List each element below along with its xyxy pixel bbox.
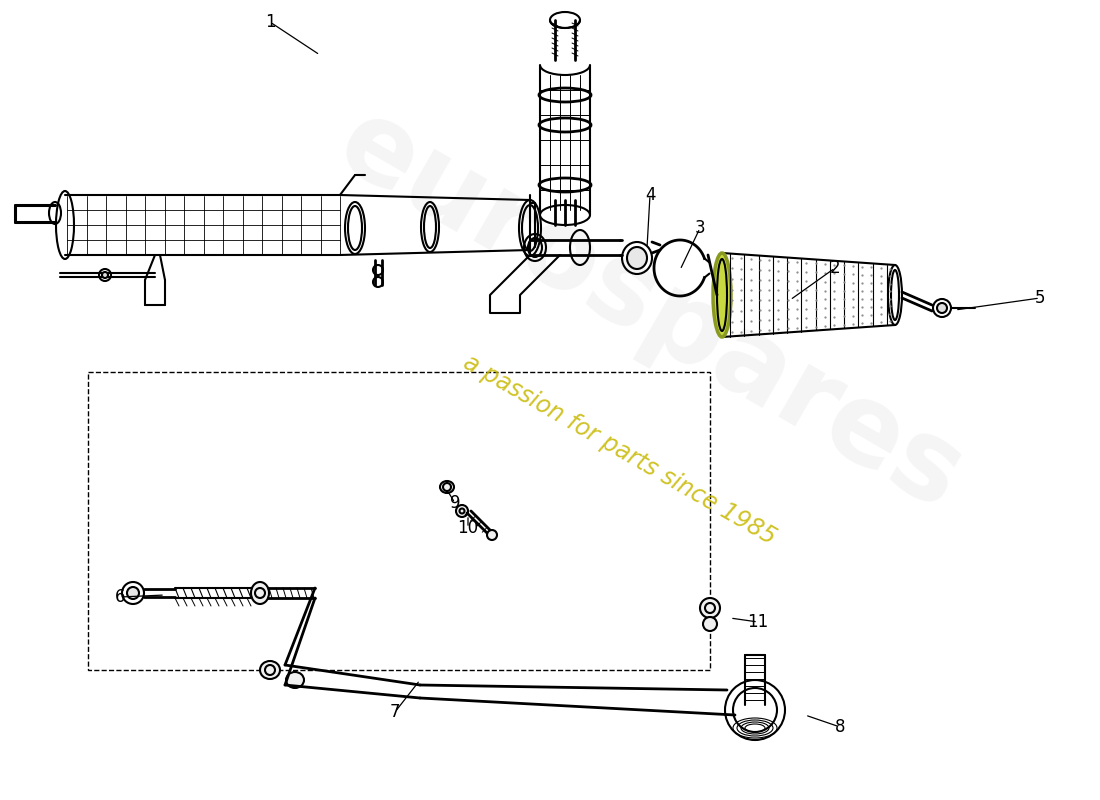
- Circle shape: [126, 587, 139, 599]
- Ellipse shape: [260, 661, 280, 679]
- Text: 5: 5: [1035, 289, 1045, 307]
- Text: 7: 7: [389, 703, 400, 721]
- Text: 4: 4: [645, 186, 656, 204]
- Ellipse shape: [251, 582, 270, 604]
- Text: 2: 2: [829, 259, 840, 277]
- Ellipse shape: [713, 253, 732, 337]
- Text: 11: 11: [747, 613, 769, 631]
- Circle shape: [703, 617, 717, 631]
- Text: eurospares: eurospares: [319, 88, 981, 532]
- Ellipse shape: [286, 672, 304, 688]
- Text: 1: 1: [265, 13, 275, 31]
- Circle shape: [456, 505, 468, 517]
- Text: a passion for parts since 1985: a passion for parts since 1985: [460, 350, 781, 550]
- Text: 9: 9: [450, 494, 460, 512]
- Ellipse shape: [627, 247, 647, 269]
- Circle shape: [487, 530, 497, 540]
- Text: 3: 3: [695, 219, 705, 237]
- Ellipse shape: [440, 481, 454, 493]
- Bar: [88, 372, 710, 670]
- Text: 6: 6: [114, 588, 125, 606]
- Circle shape: [102, 272, 108, 278]
- Text: 8: 8: [835, 718, 845, 736]
- Circle shape: [937, 303, 947, 313]
- Text: 10: 10: [458, 519, 478, 537]
- Circle shape: [700, 598, 720, 618]
